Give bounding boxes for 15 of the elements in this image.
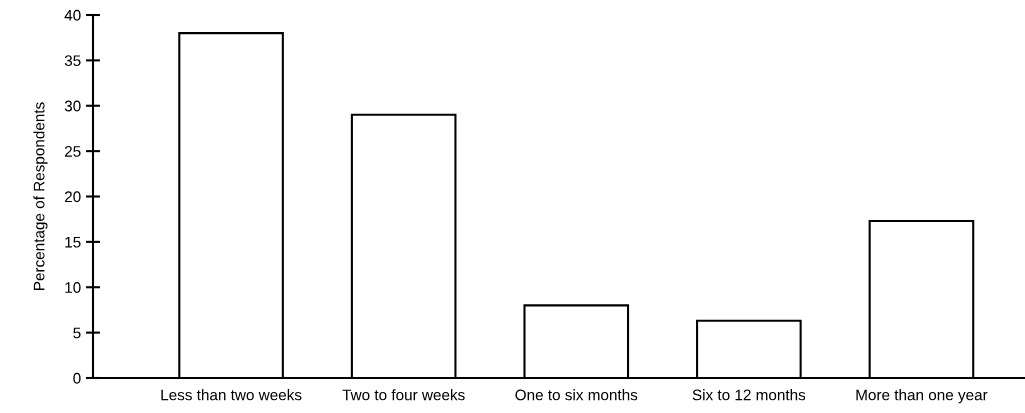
x-tick-label: Six to 12 months xyxy=(692,389,806,401)
y-tick-label: 5 xyxy=(73,327,81,339)
x-tick-label: Less than two weeks xyxy=(161,389,302,401)
x-tick-label: Two to four weeks xyxy=(342,389,465,401)
y-axis-title: Percentage of Respondents xyxy=(33,102,48,290)
y-tick-label: 40 xyxy=(64,9,81,21)
y-tick-label: 10 xyxy=(65,282,81,293)
y-tick-label: 25 xyxy=(64,145,81,157)
y-tick-label: 35 xyxy=(64,55,81,67)
y-tick-label: 20 xyxy=(64,191,81,203)
x-tick-label: More than one year xyxy=(856,389,988,404)
x-tick-label: One to six months xyxy=(515,389,638,401)
y-tick-label: 30 xyxy=(64,100,81,112)
y-tick-label: 15 xyxy=(65,236,81,248)
y-tick-label: 0 xyxy=(73,372,81,384)
